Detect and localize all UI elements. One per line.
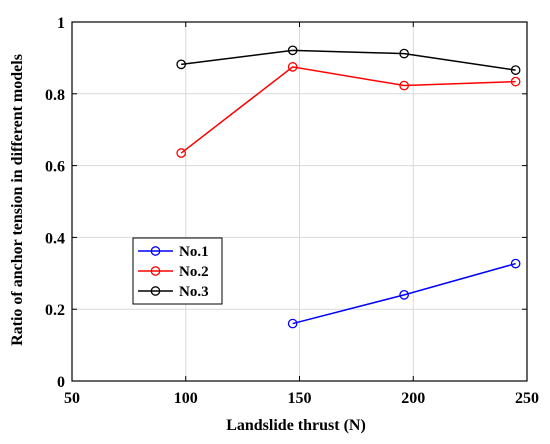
- data-point: [176, 59, 187, 70]
- x-tick-label: 150: [288, 390, 312, 407]
- legend-entry: No.1: [138, 244, 209, 260]
- y-axis: 0 0.2 0.4 0.6 0.8 1: [45, 15, 527, 391]
- data-point: [287, 62, 298, 72]
- y-tick-label: 0.4: [45, 230, 65, 247]
- data-point: [287, 318, 298, 329]
- y-tick-label: 1: [57, 15, 65, 32]
- data-point: [399, 289, 409, 300]
- data-point: [287, 45, 298, 56]
- series-3: [176, 45, 521, 75]
- legend-label: No.3: [179, 284, 209, 300]
- legend-marker: [150, 246, 161, 256]
- y-tick-label: 0: [57, 374, 65, 391]
- legend-label: No.1: [179, 244, 209, 260]
- y-tick-label: 0.2: [45, 302, 65, 319]
- x-tick-label: 100: [174, 390, 198, 407]
- series-layer: [176, 45, 521, 329]
- data-point: [510, 258, 521, 269]
- data-point: [510, 76, 521, 87]
- series-line: [181, 49, 516, 71]
- data-point: [176, 148, 187, 158]
- legend-entry: No.2: [138, 264, 209, 280]
- y-tick-label: 0.8: [45, 87, 65, 104]
- y-tick-label: 0.6: [45, 159, 65, 176]
- series-1: [287, 258, 521, 329]
- x-tick-label: 250: [515, 390, 539, 407]
- y-axis-label: Ratio of anchor tension in different mod…: [9, 54, 26, 346]
- data-point: [510, 65, 521, 75]
- grid: [71, 21, 528, 382]
- x-axis-label: Landslide thrust (N): [226, 417, 366, 434]
- legend-label: No.2: [179, 264, 209, 280]
- series-line: [292, 262, 516, 325]
- data-point: [399, 48, 409, 59]
- legend-entry: No.3: [138, 284, 209, 300]
- x-tick-label: 50: [64, 390, 80, 407]
- x-axis: 50 100 150 200 250: [64, 22, 539, 407]
- x-tick-label: 200: [401, 390, 425, 407]
- legend-marker: [150, 286, 161, 296]
- series-line: [180, 66, 516, 154]
- series-2: [176, 62, 521, 158]
- legend: No.1 No.2 No.3: [132, 237, 223, 305]
- data-point: [399, 80, 409, 91]
- legend-marker: [150, 266, 161, 276]
